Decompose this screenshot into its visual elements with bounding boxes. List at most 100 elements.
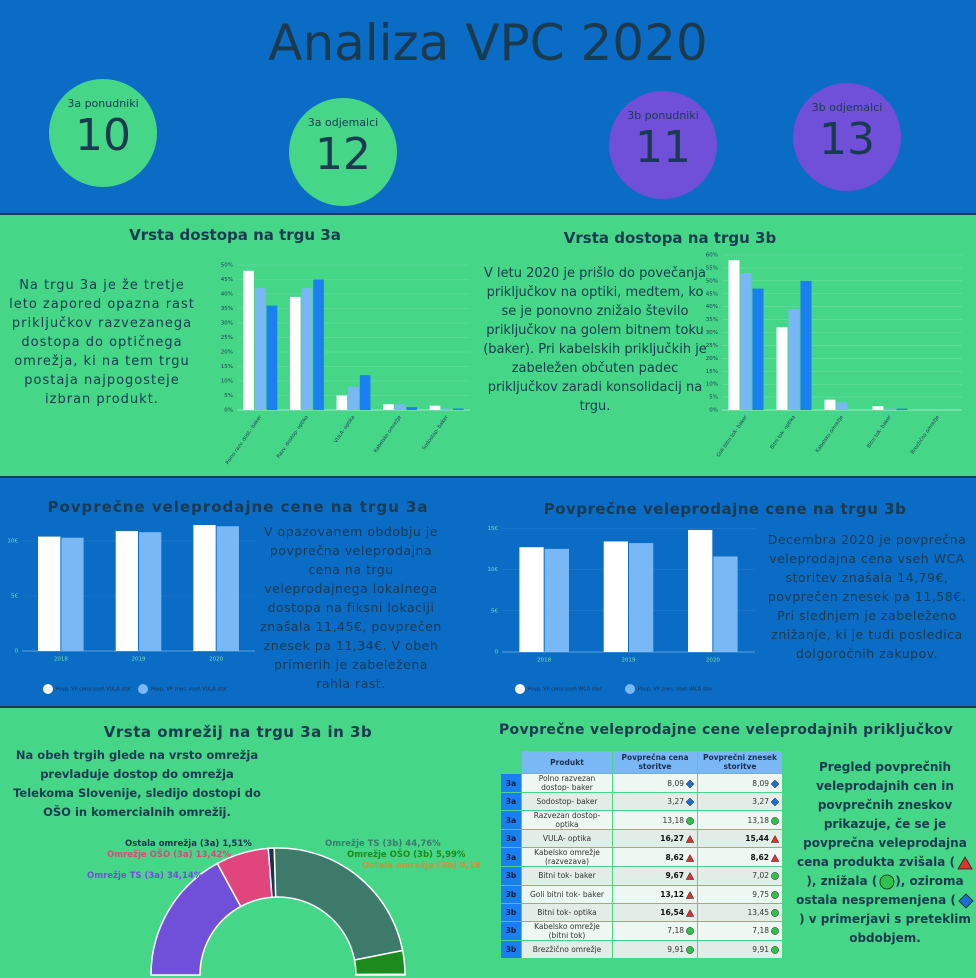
triangle [686,908,694,917]
bar [603,541,628,652]
y-tick-label: 50% [706,278,718,284]
diamond-icon [771,798,779,807]
market-cell: 3b [501,903,521,921]
kpi-value: 11 [635,122,691,173]
circle [771,890,779,899]
cell-value: 16,54 [660,907,684,917]
table-row: 3a VULA- optika 16,27 15,44 [501,830,782,848]
y-tick-label: 35% [221,306,233,312]
amount-cell: 7,02 [698,867,782,885]
triangle-icon [771,835,779,844]
cell-value: 3,27 [667,797,684,807]
cell-value: 9,75 [752,889,769,899]
x-tick-label: 2018 [537,658,551,664]
donut-label: Omrežje OŠO (3a) 13,42% [107,848,231,860]
bar [359,375,371,410]
bar [872,406,884,410]
amount-cell: 8,09 [698,774,782,792]
amount-cell: 8,62 [698,848,782,867]
bar [301,288,313,410]
cell-value: 8,09 [752,778,769,788]
legend-swatch [515,684,525,694]
product-cell: Kabelsko omrežje (bitni tok) [522,921,612,940]
circle-icon [771,872,779,881]
chart: 0 5€ 10€ 15€ 2018 2019 2020 Povp. VP cena vseh … [488,526,755,694]
cell-value: 9,67 [665,871,684,881]
diamond-icon [958,892,974,909]
amount-cell: 9,75 [698,885,782,903]
circle-icon [771,927,779,936]
cell-value: 16,27 [660,834,684,844]
legend-text: Pregled povprečnih veleprodajnih cen in … [797,760,967,869]
y-tick-label: 5€ [11,594,18,600]
bar [884,408,896,410]
y-tick-label: 10€ [8,539,19,545]
triangle-icon [957,855,973,869]
circle-icon [686,927,694,936]
annotation: Decembra 2020 je povprečna veleprodajna … [767,532,967,661]
market-cell: 3a [501,848,521,867]
kpi-label: 3a odjemalci [307,116,379,129]
section-title: Vrsta omrežij na trgu 3a in 3b [103,723,373,741]
triangle [686,853,694,862]
circle-icon [771,908,779,917]
x-tick-label: 2018 [54,657,68,663]
price-cell: 16,27 [613,830,697,848]
market-cell: 3b [501,867,521,885]
bar [348,386,359,410]
donut-label: Omrežje OŠO (3b) 5,99% [347,848,466,860]
y-tick-label: 60% [706,253,718,259]
donut-label: Ostala omrežja (3b)0,18% [362,861,480,871]
y-tick-label: 50% [221,263,233,269]
y-tick-label: 40% [706,304,718,310]
y-tick-label: 5% [224,393,233,399]
y-tick-label: 15% [706,369,718,375]
x-tick-label: Goli bitni tok- baker [716,414,750,459]
circle [771,927,779,936]
triangle-icon [686,872,694,881]
bar [115,531,138,651]
cell-value: 7,18 [667,926,684,936]
donut-label-name: Ostala omrežja (3a) [125,839,219,849]
donut-label-value: 13,42% [196,850,232,860]
x-tick-label: 2019 [622,658,636,664]
market-cell: 3a [501,774,521,792]
circle-icon [771,816,779,825]
diamond [771,798,779,807]
donut-label-value: 44,76% [405,839,441,849]
circle-icon [771,890,779,899]
donut-label-value: 1,51% [222,839,252,849]
y-tick-label: 0% [709,408,718,414]
price-cell: 9,91 [613,940,697,959]
bar [216,526,239,651]
kpi-circle: 3a odjemalci 12 [289,98,397,206]
cell-value: 3,27 [752,797,769,807]
legend-swatch [625,684,635,694]
legend-text: ), znižala ( [806,874,878,888]
kpi-label: 3b odjemalci [811,101,883,114]
header-cell: Povprečna cena storitve [613,751,697,773]
diamond-icon [686,779,694,788]
x-tick-label: Polno razv. dost.- baker [225,414,264,466]
donut-segment [273,847,404,961]
bar [193,525,216,651]
section-title: Povprečne veleprodajne cene na trgu 3b [543,500,907,518]
kpi-value: 13 [819,114,875,165]
bar [406,407,418,410]
price-cell: 16,54 [613,903,697,921]
amount-cell: 15,44 [698,830,782,848]
product-cell: VULA- optika [522,830,612,848]
donut-label-name: Omrežje OŠO (3a) [107,848,193,860]
legend-swatch [43,684,53,694]
kpi-value: 12 [315,129,371,180]
y-tick-label: 25% [706,343,718,349]
diamond [686,798,694,807]
chart: Omrežje TS (3a) 34,14% Omrežje OŠO (3a) 13,… [87,839,480,976]
x-tick-label: 2019 [132,657,146,663]
triangle-icon [686,890,694,899]
bar [740,273,752,410]
y-tick-label: 45% [221,277,233,283]
cell-value: 8,09 [667,778,684,788]
triangle [771,835,779,844]
